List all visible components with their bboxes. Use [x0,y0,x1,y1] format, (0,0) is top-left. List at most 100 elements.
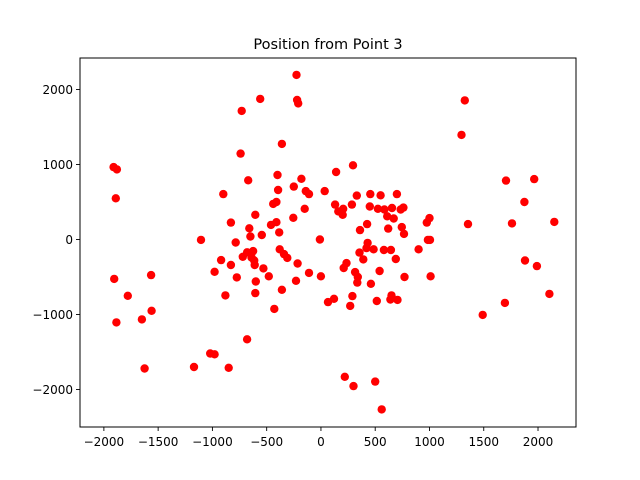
data-point [383,212,392,221]
data-point [251,210,260,219]
data-point [140,364,149,373]
data-point [256,94,265,104]
data-point [338,210,347,219]
chart-title: Position from Point 3 [253,37,402,53]
x-tick-label: 1500 [468,435,499,449]
data-point [340,372,349,381]
data-point [293,259,302,268]
data-point [400,272,409,282]
x-tick-label: −1000 [192,435,233,449]
data-point [348,161,358,170]
x-tick-label: 2000 [523,435,554,449]
data-point [224,363,233,372]
data-point [219,189,228,199]
data-point [372,296,381,306]
data-point [379,245,389,255]
data-point [371,377,380,386]
y-tick-label: −2000 [32,383,73,397]
data-point [532,261,542,271]
data-point [520,197,529,207]
x-tick-label: −1500 [138,435,179,449]
data-point [277,139,287,149]
data-point [414,245,423,254]
data-point [478,310,487,320]
data-point [389,214,398,223]
data-point [275,228,284,237]
data-point [507,219,517,228]
data-point [550,217,559,227]
data-point [393,295,402,305]
data-point [146,270,156,280]
data-point [369,245,378,254]
data-point [426,272,435,281]
data-point [500,298,510,308]
data-point [329,294,339,303]
data-point [463,219,473,229]
data-point [189,362,199,372]
data-point [386,245,396,255]
data-point [501,176,511,185]
data-point [320,186,329,196]
data-point [221,291,230,300]
data-point [348,291,357,301]
data-point [315,235,325,244]
data-point [316,272,326,281]
data-point [355,248,364,257]
plot-frame [79,57,577,428]
data-point [387,291,396,300]
data-point [111,194,121,203]
data-point [272,197,281,207]
data-point [251,277,260,286]
data-point [226,260,236,270]
x-tick-label: 1000 [414,435,445,449]
data-point [304,189,314,199]
x-tick-label: 0 [317,435,325,449]
data-points [109,70,559,414]
x-tick-label: −500 [250,435,283,449]
data-point [352,191,361,200]
data-point [425,235,435,245]
data-point [520,256,530,265]
data-point [231,238,240,247]
data-point [373,204,383,213]
data-point [363,238,372,248]
data-point [110,274,119,284]
data-point [342,258,351,268]
data-point [245,224,254,233]
data-point [291,276,301,285]
data-point [272,218,281,227]
data-point [244,176,253,185]
data-point [210,350,219,359]
data-point [289,182,298,191]
data-point [147,306,156,315]
data-point [283,253,292,263]
x-tick-label: 500 [364,435,387,449]
y-tick-label: 1000 [42,158,73,172]
data-point [392,189,402,199]
data-point [384,224,393,233]
y-tick-label: −1000 [32,308,73,322]
data-point [270,304,279,314]
data-point [346,301,355,311]
data-point [387,203,397,213]
data-point [545,289,554,299]
data-point [250,260,259,270]
y-tick-label: 2000 [42,83,73,97]
data-point [399,229,409,239]
x-tick-label: −2000 [84,435,125,449]
data-point [277,285,287,294]
data-point [362,219,372,229]
data-point [304,268,314,278]
data-point [294,99,303,108]
data-point [397,222,406,232]
y-tick-label: 0 [65,233,73,247]
data-point [251,288,260,298]
data-point [457,130,466,140]
data-point [236,149,245,158]
data-point [237,106,246,116]
data-point [112,165,122,174]
data-point [530,174,539,184]
data-point [123,291,132,300]
data-point [257,230,266,240]
